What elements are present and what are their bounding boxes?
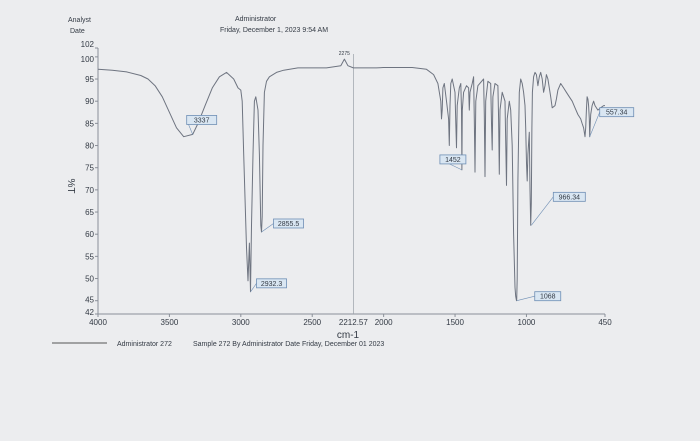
peak-label-text: 3337 (194, 117, 210, 124)
spectrum-trace (97, 58, 605, 302)
peak-label-box (273, 218, 304, 229)
peak-label-text: 2932.3 (261, 281, 283, 288)
y-tick-label: 90 (85, 97, 94, 106)
x-tick-label: 4000 (89, 318, 107, 327)
peak-label-text: 2855.5 (278, 221, 300, 228)
y-tick-label: 75 (85, 164, 94, 173)
peak-leader-line (250, 283, 257, 293)
annotation-2275: 2275 (339, 51, 350, 57)
y-tick-label: 70 (85, 186, 94, 195)
peak-label-group: 3337 2855.5 2932.3 1452 1068 966.34 557.34 (186, 107, 635, 302)
y-tick-label: 45 (85, 296, 94, 305)
peak-label-text: 966.34 (559, 194, 581, 201)
axes-group: 42 45 50 55 60 65 70 75 80 85 90 95 100 102 4000 3500 30… (81, 40, 613, 327)
y-tick-label: 55 (85, 252, 94, 261)
peak-leader-line (531, 196, 554, 226)
x-tick-label: 3000 (232, 318, 250, 327)
peak-leader-line (261, 223, 274, 233)
peak-label-box (552, 191, 586, 202)
x-tick-label: 3500 (161, 318, 179, 327)
peak-label-box (534, 291, 562, 302)
x-tick-label: 450 (598, 318, 612, 327)
y-tick-label: 102 (81, 40, 95, 49)
x-tick-label: 1500 (446, 318, 464, 327)
y-tick-label: 42 (85, 308, 94, 317)
trace-group (97, 58, 605, 302)
peak-label-box (186, 115, 218, 125)
peak-leader-line (589, 112, 600, 137)
footer-caption-left: Administrator 272 (117, 341, 172, 348)
y-tick-label: 65 (85, 208, 94, 217)
cursor-value-label: 2212.57 (339, 318, 368, 327)
peak-leader-line (516, 295, 535, 301)
peak-label-text: 1068 (540, 294, 556, 301)
peak-label-box (439, 154, 467, 165)
timestamp: Friday, December 1, 2023 9:54 AM (220, 27, 328, 34)
peak-label-text: 557.34 (606, 110, 628, 117)
date-label: Date (70, 28, 85, 35)
y-axis-label: %T (65, 179, 76, 194)
x-tick-label: 2000 (375, 318, 393, 327)
y-tick-label: 60 (85, 230, 94, 239)
peak-label-box (599, 107, 635, 118)
x-tick-label: 1000 (518, 318, 536, 327)
y-tick-label: 100 (81, 55, 95, 64)
x-tick-label: 2500 (303, 318, 321, 327)
y-tick-label: 80 (85, 142, 94, 151)
analyst-label: Analyst (68, 17, 91, 24)
x-axis-label: cm-1 (337, 330, 360, 341)
y-tick-label: 85 (85, 119, 94, 128)
peak-label-box (256, 278, 287, 289)
peak-label-text: 1452 (445, 157, 461, 164)
y-tick-label: 95 (85, 75, 94, 84)
y-tick-label: 50 (85, 275, 94, 284)
operator-name: Administrator (235, 16, 277, 23)
footer-caption-right: Sample 272 By Administrator Date Friday,… (193, 341, 384, 348)
